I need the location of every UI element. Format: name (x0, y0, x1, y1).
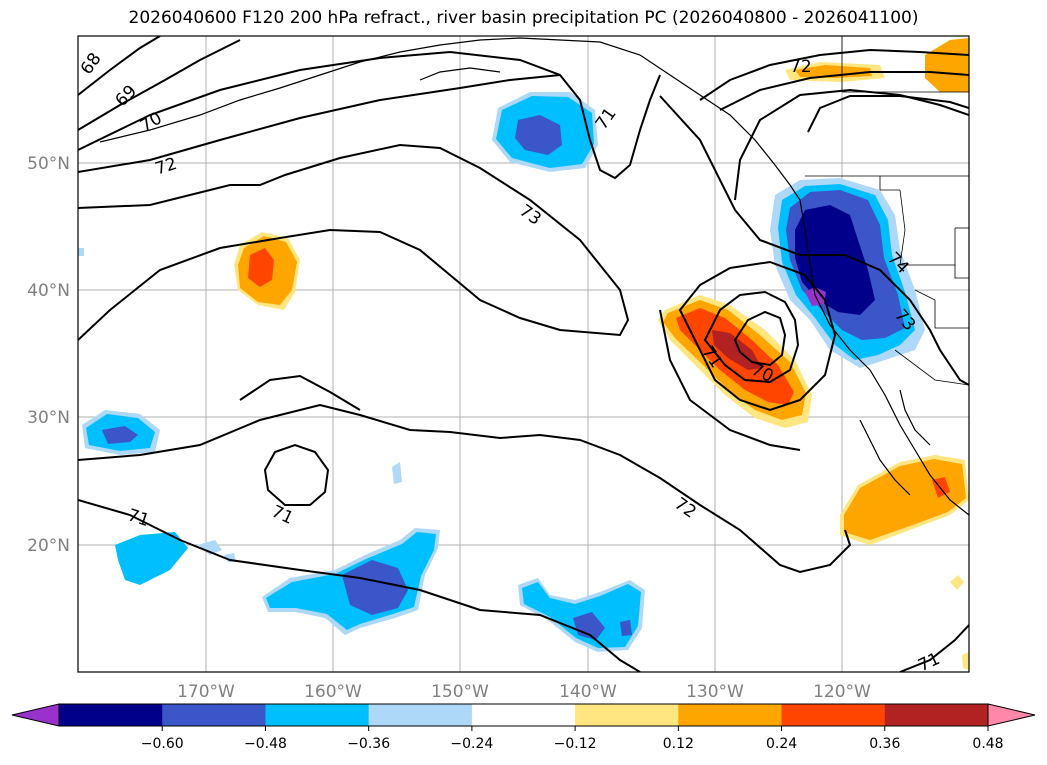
colorbar-tick-label: −0.24 (450, 736, 493, 752)
colorbar-cell (368, 704, 473, 726)
colorbar-tick-label: 0.36 (869, 736, 900, 752)
colorbar-tick-label: −0.36 (347, 736, 390, 752)
blob-small-se (962, 652, 969, 670)
colorbar-cell (884, 704, 989, 726)
blob-north-2 (795, 65, 872, 78)
colorbar-cell (678, 704, 783, 726)
blob-central-positive-3 (248, 248, 274, 287)
blob-se-pacific-4 (620, 620, 632, 636)
contour-label: 71 (915, 649, 943, 676)
filled-anomalies (78, 38, 969, 670)
lon-tick-label: 140°W (559, 682, 617, 702)
colorbar-tick-label: −0.60 (141, 736, 184, 752)
colorbar-extend-right (987, 703, 1036, 727)
colorbar: −0.60 −0.48 −0.36 −0.24 −0.12 0.12 0.24 0.36 0.4… (11, 703, 1036, 752)
blob-gulf-alaska-3 (515, 115, 562, 155)
lon-tick-label: 130°W (686, 682, 744, 702)
lon-tick-labels: 170°W 160°W 150°W 140°W 130°W 120°W (177, 682, 871, 702)
lon-tick-label: 120°W (813, 682, 871, 702)
colorbar-cell (162, 704, 266, 726)
colorbar-tick-label: −0.48 (244, 736, 287, 752)
colorbar-cell (59, 704, 163, 726)
blob-small-ne (950, 575, 964, 590)
coastlines (99, 37, 969, 516)
plot-border (77, 35, 970, 673)
lon-tick-label: 170°W (177, 682, 235, 702)
blob-west-pacific-3 (102, 426, 138, 444)
contour-label: 72 (790, 57, 812, 77)
colorbar-extend-left (11, 703, 60, 727)
blob-hawaii-4 (392, 462, 402, 484)
colorbar-tick-label: −0.12 (554, 736, 597, 752)
colorbar-cell (471, 704, 576, 726)
lat-tick-label: 50°N (27, 154, 70, 174)
blob-se-pacific-2 (522, 582, 641, 648)
colorbar-cell (781, 704, 886, 726)
colorbar-tick-label: 0.12 (663, 736, 694, 752)
blob-hawaii-3 (342, 560, 408, 615)
colorbar-cell (575, 704, 679, 726)
colorbar-tick-label: 0.24 (766, 736, 797, 752)
colorbar-cell (265, 704, 370, 726)
lat-tick-label: 40°N (27, 281, 70, 301)
lon-tick-label: 150°W (431, 682, 489, 702)
blob-se-pacific-3 (573, 612, 605, 640)
lat-tick-label: 30°N (27, 408, 70, 428)
lon-tick-label: 160°W (304, 682, 362, 702)
blob-sw-2 (198, 540, 222, 555)
blob-sw-1 (115, 532, 188, 585)
map-title: 2026040600 F120 200 hPa refract., river … (128, 8, 919, 28)
contours (78, 36, 969, 672)
colorbar-tick-label: 0.48 (972, 736, 1003, 752)
lat-tick-label: 20°N (27, 536, 70, 556)
blob-northeast (925, 38, 969, 92)
lat-tick-labels: 50°N 40°N 30°N 20°N (27, 154, 70, 556)
